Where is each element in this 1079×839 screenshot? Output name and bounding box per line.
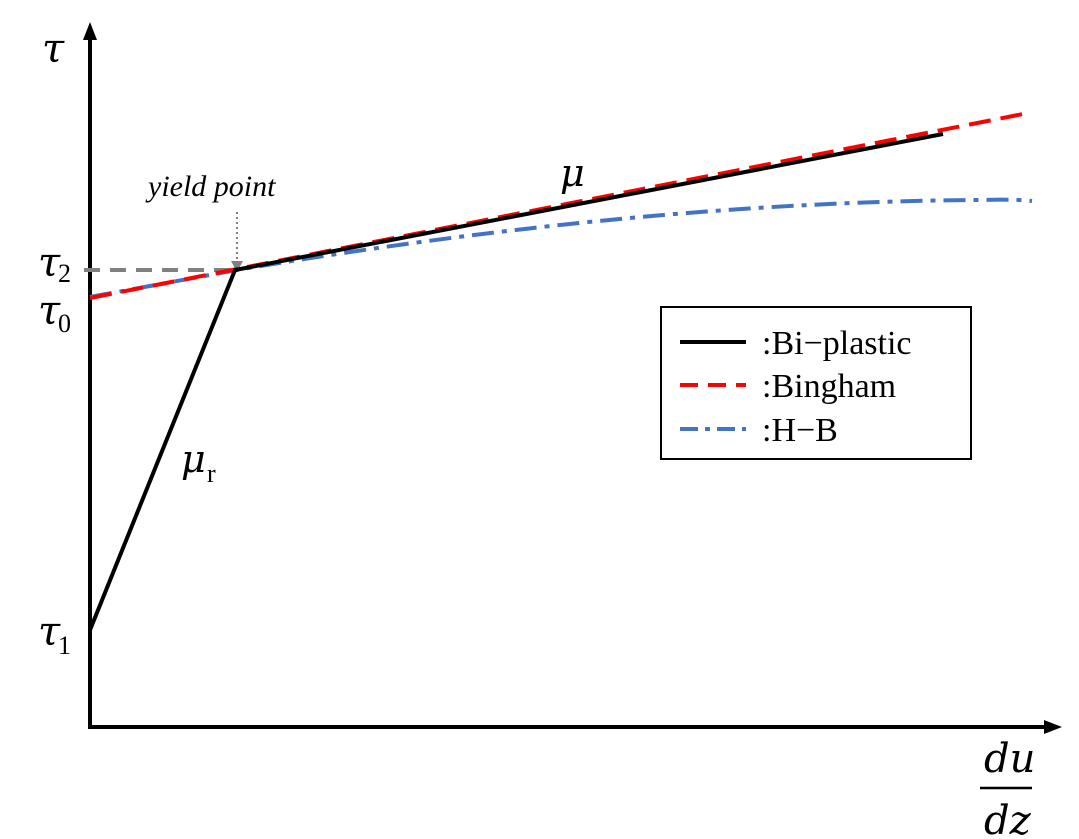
bingham-line (89, 111, 1029, 300)
tau1-label: τ 1 (38, 609, 71, 660)
svg-text:τ: τ (38, 609, 61, 655)
y-axis-label: τ (42, 26, 65, 72)
svg-text:τ: τ (38, 288, 61, 334)
herschel-bulkley-curve (89, 197, 1033, 299)
svg-text:2: 2 (58, 259, 71, 288)
mu-r-label: μ r (181, 437, 216, 488)
y-axis-arrow-icon (83, 22, 97, 40)
legend-label-bi-plastic: :Bi−plastic (762, 325, 912, 362)
svg-text:μ: μ (181, 437, 206, 481)
x-axis-label-denominator: dz (984, 798, 1032, 839)
tau0-label: τ 0 (38, 288, 71, 338)
tau2-label: τ 2 (38, 240, 71, 288)
legend-label-hb: :H−B (762, 412, 838, 449)
yield-point-arrow-icon (231, 261, 243, 272)
bi-plastic-line (88, 132, 944, 631)
mu-label: μ (560, 151, 585, 195)
svg-text:0: 0 (58, 309, 71, 338)
x-axis-arrow-icon (1044, 720, 1062, 734)
svg-text:r: r (207, 459, 216, 488)
svg-text:τ: τ (38, 240, 61, 286)
svg-text:1: 1 (58, 631, 71, 660)
legend-label-bingham: :Bingham (762, 368, 896, 405)
legend: :Bi−plastic :Bingham :H−B (660, 306, 972, 460)
yield-point-label: yield point (145, 170, 276, 203)
x-axis-label-numerator: du (984, 736, 1035, 782)
